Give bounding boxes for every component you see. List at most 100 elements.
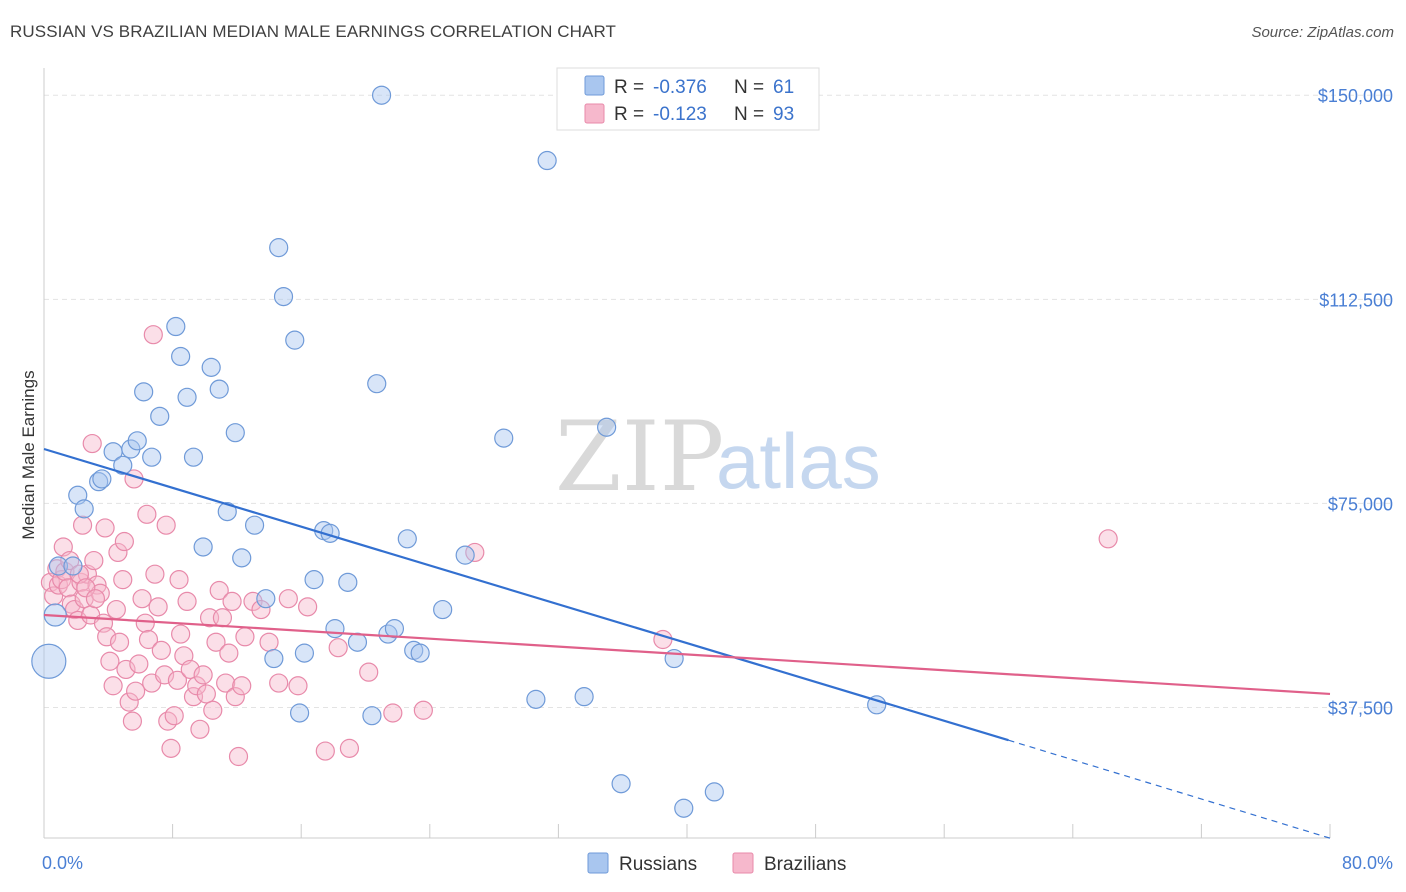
russians-point	[294, 643, 315, 663]
legend-swatch-russians	[584, 75, 605, 96]
legend-r-value-brazilians: -0.123	[653, 104, 707, 125]
brazilians-point	[108, 542, 128, 563]
brazilians-point	[164, 706, 184, 726]
brazilians-point	[209, 580, 229, 601]
brazilians-point	[203, 700, 223, 720]
brazilians-point	[151, 640, 171, 660]
brazilians-point	[212, 608, 233, 628]
brazilians-point	[114, 531, 134, 552]
russians-point	[269, 238, 289, 258]
brazilians-point	[132, 589, 152, 609]
russians-point	[867, 695, 887, 715]
legend-r-label-brazilians: R =	[614, 104, 644, 125]
x-tick-max: 80.0%	[1342, 853, 1393, 873]
bottom-legend-swatch-brazilians	[732, 852, 754, 874]
russians-point	[526, 689, 546, 709]
x-tick-min: 0.0%	[42, 853, 83, 873]
russians-point	[217, 501, 237, 522]
brazilians-point	[1098, 529, 1118, 549]
legend-n-label-russians: N =	[734, 77, 764, 98]
bottom-legend: Russians Brazilians	[587, 852, 846, 875]
russians-point	[362, 706, 382, 726]
brazilians-point	[228, 746, 249, 767]
brazilians-point	[298, 597, 318, 617]
russians-point	[244, 515, 265, 535]
russians-point	[256, 589, 276, 609]
brazilians-point	[161, 738, 181, 758]
brazilians-point	[219, 643, 239, 663]
russians-point	[397, 529, 417, 549]
brazilians-point	[315, 741, 335, 761]
russians-point	[285, 330, 305, 350]
russians-point	[209, 379, 229, 399]
legend-r-label-russians: R =	[614, 77, 644, 98]
russians-point	[150, 406, 170, 426]
y-tick-label: $150,000	[1318, 86, 1393, 106]
russians-point	[289, 703, 310, 723]
brazilians-point	[85, 589, 106, 609]
legend-r-value-russians: -0.376	[653, 77, 707, 98]
brazilians-point	[259, 632, 279, 652]
legend-n-label-brazilians: N =	[734, 104, 764, 125]
russians-point	[597, 417, 617, 437]
russians-point	[371, 85, 392, 105]
russians-point	[183, 447, 204, 467]
brazilians-point	[76, 578, 96, 598]
trend-lines	[43, 447, 1331, 839]
brazilians-point	[288, 676, 308, 696]
y-tick-label: $37,500	[1328, 699, 1393, 719]
brazilians-point	[72, 515, 93, 535]
brazilians-point	[103, 676, 123, 696]
brazilians-points	[40, 325, 1118, 767]
brazilians-point	[383, 703, 403, 723]
brazilians-point	[206, 632, 226, 652]
russians-point	[193, 537, 213, 557]
bottom-legend-brazilians: Brazilians	[764, 854, 846, 875]
russians-point	[92, 469, 112, 489]
brazilians-point	[222, 591, 242, 612]
brazilians-point	[251, 599, 271, 620]
russians-point	[225, 423, 245, 443]
y-tick-label: $112,500	[1319, 290, 1393, 310]
russians-point	[171, 346, 191, 367]
brazilians-point	[100, 651, 120, 671]
brazilians-point	[126, 681, 146, 701]
brazilians-point	[193, 665, 213, 685]
watermark-zip: ZIP	[555, 401, 724, 513]
watermark: ZIP atlas	[555, 401, 881, 513]
y-axis-title: Median Male Earnings	[19, 370, 38, 539]
brazilians-point	[84, 550, 104, 571]
russians-point	[433, 599, 453, 620]
brazilians-point	[235, 627, 255, 647]
russians-point	[232, 548, 252, 568]
brazilians-point	[328, 638, 348, 658]
russians-point	[74, 499, 94, 519]
brazilians-point	[109, 632, 130, 652]
russians-point	[704, 782, 724, 802]
russians-point	[48, 556, 69, 576]
brazilians-point	[44, 586, 64, 606]
brazilians-point	[167, 670, 188, 690]
russians-points	[31, 85, 887, 818]
brazilians-point	[148, 597, 168, 617]
russians-trend-line	[43, 447, 1009, 742]
russians-point	[113, 455, 133, 475]
brazilians-point	[171, 624, 191, 644]
brazilians-point	[106, 599, 126, 620]
russians-point	[494, 428, 514, 448]
bottom-legend-swatch-russians	[587, 852, 609, 874]
legend-n-value-brazilians: 93	[773, 104, 794, 125]
brazilians-point	[177, 591, 197, 612]
brazilians-point	[216, 673, 236, 693]
russians-point	[674, 798, 694, 818]
chart-title: RUSSIAN VS BRAZILIAN MEDIAN MALE EARNING…	[10, 22, 617, 41]
y-tick-labels: $37,500 $75,000 $112,500 $150,000	[1318, 86, 1393, 718]
brazilians-point	[82, 433, 102, 454]
russians-point	[273, 287, 294, 307]
source-label: Source: ZipAtlas.com	[1251, 24, 1394, 41]
russians-point	[384, 619, 405, 639]
russians-point	[574, 687, 594, 707]
russians-point	[177, 387, 197, 407]
brazilians-point	[269, 673, 289, 693]
